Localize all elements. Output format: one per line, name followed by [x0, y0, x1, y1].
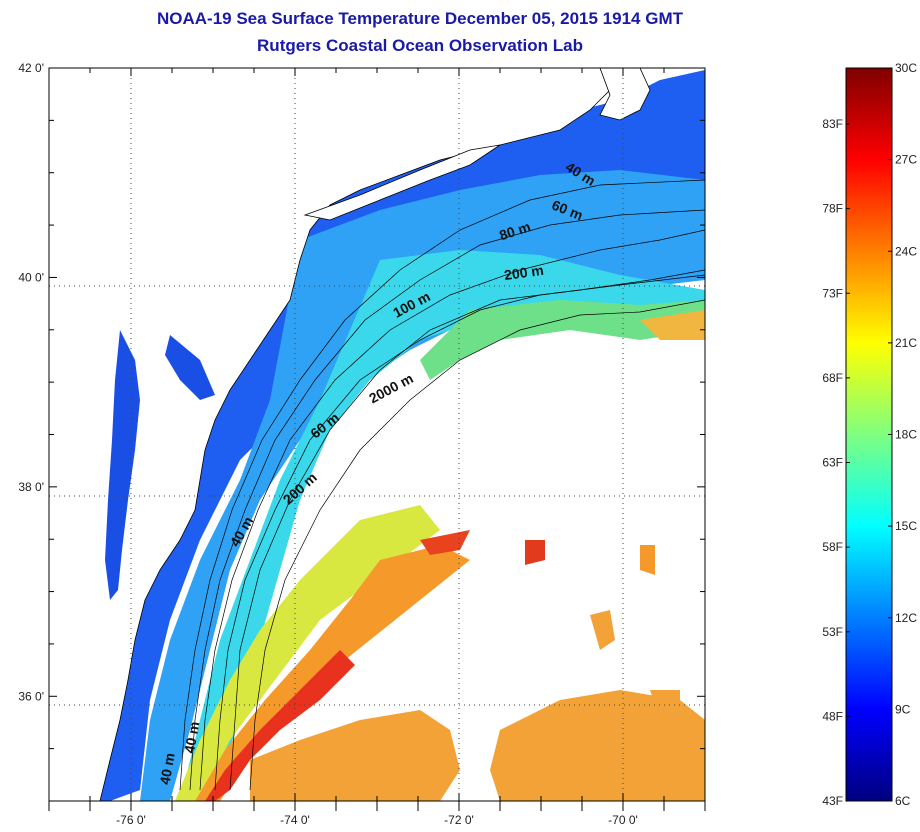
- y-tick-label: 38 0': [18, 480, 44, 494]
- slope-water-green: [420, 300, 705, 380]
- sargasso-orange-2: [490, 690, 705, 801]
- colorbar-label-fahrenheit: 83F: [822, 117, 843, 131]
- tick-marks: [48, 67, 706, 811]
- x-tick-label: -70 0': [608, 813, 638, 827]
- sargasso-orange-1: [250, 710, 460, 801]
- bathymetry-contours: [179, 179, 705, 791]
- sargasso-orange-5: [640, 545, 655, 575]
- colorbar-label-fahrenheit: 43F: [822, 794, 843, 808]
- map-grid: [49, 68, 705, 801]
- map-title: NOAA-19 Sea Surface Temperature December…: [157, 9, 683, 28]
- colorbar-label-fahrenheit: 63F: [822, 456, 843, 470]
- colorbar-label-celsius: 9C: [895, 702, 911, 716]
- x-tick-label: -72 0': [444, 813, 474, 827]
- land-mass: [49, 68, 611, 801]
- contour-label: 40 m: [156, 752, 177, 786]
- colorbar-label-fahrenheit: 48F: [822, 709, 843, 723]
- sargasso-orange-3: [590, 610, 615, 650]
- colorbar-label-fahrenheit: 68F: [822, 371, 843, 385]
- colorbar-label-fahrenheit: 78F: [822, 202, 843, 216]
- offshore-red-patch: [420, 530, 470, 555]
- colorbar-fahrenheit-labels: 83F 78F 73F 68F 63F 58F 53F 48F 43F: [822, 117, 850, 808]
- y-axis-labels: 42 0' 40 0' 38 0' 36 0': [18, 61, 44, 703]
- colorbar-label-fahrenheit: 73F: [822, 286, 843, 300]
- contour-label: 40 m: [181, 720, 202, 754]
- colorbar-label-fahrenheit: 58F: [822, 540, 843, 554]
- x-tick-label: -76 0': [116, 813, 146, 827]
- colorbar-label-celsius: 27C: [895, 153, 917, 167]
- long-island: [303, 144, 501, 221]
- gulf-stream-red: [205, 650, 355, 801]
- colorbar: [845, 67, 893, 802]
- colorbar-label-fahrenheit: 53F: [822, 625, 843, 639]
- colorbar-label-celsius: 15C: [895, 519, 917, 533]
- contour-label: 200 m: [503, 262, 545, 283]
- colorbar-label-celsius: 6C: [895, 794, 911, 808]
- colorbar-celsius-labels: 30C 27C 24C 21C 18C 15C 12C 9C 6C: [888, 61, 917, 808]
- cape-cod: [599, 68, 651, 121]
- chesapeake-bay: [105, 330, 140, 600]
- y-tick-label: 42 0': [18, 61, 44, 75]
- colorbar-label-celsius: 12C: [895, 611, 917, 625]
- colorbar-label-celsius: 18C: [895, 428, 917, 442]
- y-tick-label: 36 0': [18, 689, 44, 703]
- map-subtitle: Rutgers Coastal Ocean Observation Lab: [257, 36, 583, 55]
- sargasso-warm-edge: [640, 310, 705, 340]
- delaware-bay: [165, 335, 215, 400]
- colorbar-label-celsius: 24C: [895, 244, 917, 258]
- y-tick-label: 40 0': [18, 270, 44, 284]
- colorbar-label-celsius: 21C: [895, 336, 917, 350]
- x-axis-labels: -76 0' -74 0' -72 0' -70 0': [116, 813, 638, 827]
- colorbar-label-celsius: 30C: [895, 61, 917, 75]
- sargasso-orange-4: [650, 690, 680, 705]
- sst-imagery: [49, 68, 705, 801]
- x-tick-label: -74 0': [280, 813, 310, 827]
- offshore-red-patch-2: [525, 540, 545, 565]
